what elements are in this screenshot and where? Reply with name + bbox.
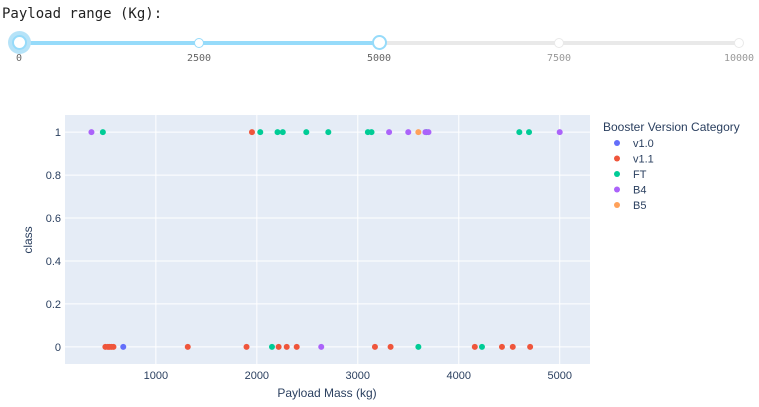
legend-item-label: B4: [633, 185, 646, 197]
y-axis-ticks: 0 0.2 0.4 0.6 0.8 1: [46, 127, 61, 354]
data-point-v1-1: [102, 343, 109, 350]
data-point-ft: [257, 129, 264, 136]
slider-mark-dot[interactable]: [194, 38, 204, 48]
data-point-ft: [268, 343, 275, 350]
y-axis-title: class: [21, 226, 35, 253]
data-point-v1-1: [471, 343, 478, 350]
data-point-ft: [516, 129, 523, 136]
slider-mark-label[interactable]: 0: [15, 53, 23, 64]
slider-mark-dot[interactable]: [554, 38, 564, 48]
data-point-b4: [425, 129, 432, 136]
x-tick-label: 5000: [547, 370, 571, 382]
data-point-ft: [325, 129, 332, 136]
data-point-ft: [415, 343, 422, 350]
x-tick-label: 2000: [245, 370, 269, 382]
data-point-b4: [318, 343, 325, 350]
legend-item-label: B5: [633, 200, 646, 212]
data-point-b4: [405, 129, 412, 136]
legend-item-label: v1.0: [633, 138, 654, 150]
legend-title: Booster Version Category: [603, 120, 740, 134]
x-tick-label: 1000: [144, 370, 168, 382]
data-point-b4: [386, 129, 393, 136]
data-points: [88, 129, 563, 350]
payload-range-slider[interactable]: 0 2500 5000 7500 10000: [12, 35, 754, 64]
grid-lines: [65, 115, 590, 364]
data-point-b4: [556, 129, 563, 136]
data-point-v1-1: [106, 343, 113, 350]
data-point-v1-1: [104, 343, 111, 350]
data-point-ft: [99, 129, 106, 136]
legend-marker: [614, 140, 620, 146]
data-point-b5: [415, 129, 422, 136]
x-tick-label: 3000: [346, 370, 370, 382]
data-point-ft: [303, 129, 310, 136]
legend-marker: [614, 202, 620, 208]
plot-area: [65, 115, 590, 364]
data-point-v1-1: [387, 343, 394, 350]
legend-marker: [614, 171, 620, 177]
data-point-ft: [423, 129, 430, 136]
data-point-ft: [478, 343, 485, 350]
legend-marker: [614, 186, 620, 193]
data-point-v1-1: [110, 343, 117, 350]
slider-mark-label[interactable]: 5000: [366, 53, 392, 64]
slider-handle-max[interactable]: [372, 35, 387, 50]
data-point-v1-1: [275, 343, 282, 350]
slider-handle-min[interactable]: [12, 35, 27, 50]
data-point-ft: [279, 129, 286, 136]
data-point-b4: [88, 129, 95, 136]
legend-item-label: FT: [633, 169, 647, 181]
slider-mark-label[interactable]: 10000: [723, 53, 755, 64]
data-point-v1-1: [293, 343, 300, 350]
data-point-ft: [526, 129, 533, 136]
data-point-v1-1: [527, 343, 534, 350]
data-point-ft: [364, 129, 371, 136]
data-point-ft: [368, 129, 375, 136]
data-point-v1-1: [243, 343, 250, 350]
x-axis-title: Payload Mass (kg): [277, 386, 376, 400]
data-point-v1-1: [108, 343, 115, 350]
x-axis-ticks: 1000 2000 3000 4000 5000: [144, 370, 572, 382]
data-point-v1-1: [248, 129, 255, 136]
y-tick-label: 1: [55, 127, 61, 139]
y-tick-label: 0.4: [46, 256, 61, 268]
data-point-ft: [274, 129, 281, 136]
slider-mark-label[interactable]: 7500: [546, 53, 572, 64]
y-tick-label: 0.6: [46, 213, 61, 225]
x-tick-label: 4000: [447, 370, 471, 382]
payload-range-label: Payload range (Kg):: [2, 6, 163, 22]
data-point-v1-1: [184, 343, 191, 350]
y-tick-label: 0: [55, 342, 61, 354]
legend: Booster Version Category v1.0 v1.1 FT B4 B5: [603, 120, 740, 212]
y-tick-label: 0.8: [46, 170, 61, 182]
data-point-v1-1: [283, 343, 290, 350]
legend-item-label: v1.1: [633, 154, 654, 166]
data-point-v1-1: [371, 343, 378, 350]
data-point-v1-0: [120, 343, 127, 350]
data-point-v1-1: [498, 343, 505, 350]
slider-mark-dot[interactable]: [734, 38, 744, 48]
data-point-b4: [422, 129, 429, 136]
slider-mark-label[interactable]: 2500: [186, 53, 212, 64]
legend-marker: [614, 155, 620, 162]
y-tick-label: 0.2: [46, 299, 61, 311]
data-point-v1-1: [509, 343, 516, 350]
